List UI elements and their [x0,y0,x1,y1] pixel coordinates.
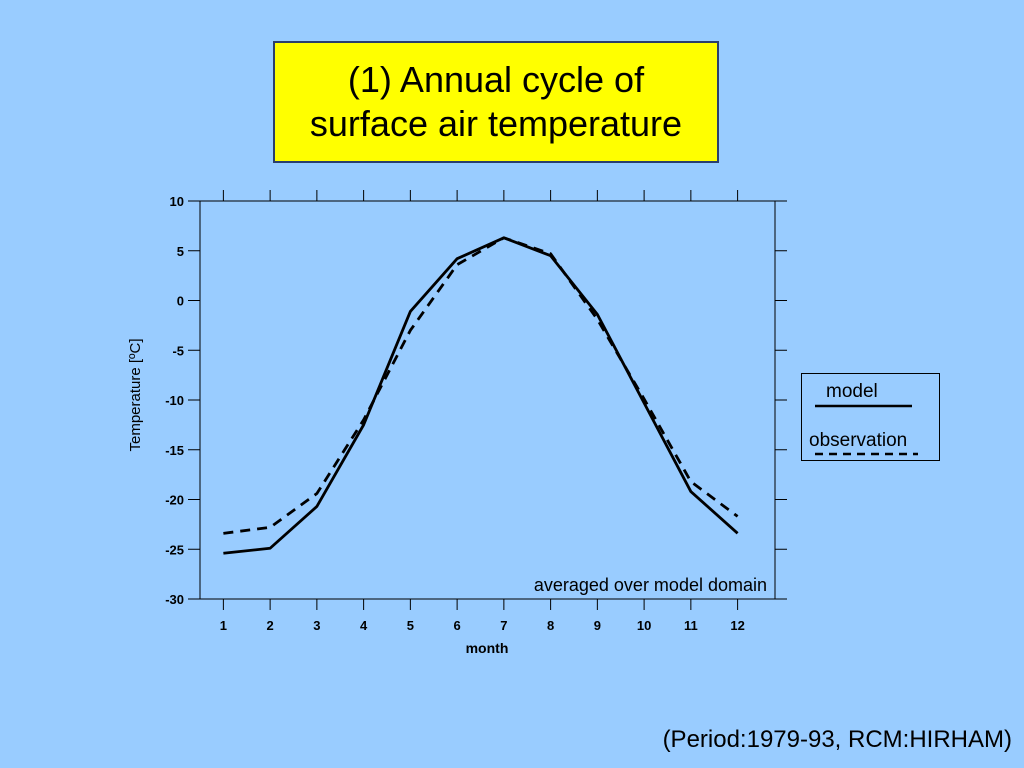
y-tick-label-2: 0 [177,294,184,309]
title-line-1: (1) Annual cycle of [347,59,645,100]
footer-caption: (Period:1979-93, RCM:HIRHAM) [662,726,1012,753]
chart-series [223,236,739,555]
chart-annotation: averaged over model domain [534,575,767,595]
y-tick-label-3: -5 [172,343,184,358]
y-tick-label-5: -15 [165,443,184,458]
y-tick-label-8: -30 [165,592,184,607]
x-axis-label: month [466,640,509,656]
legend-observation-label: observation [809,430,908,451]
x-tick-label-9: 10 [637,618,651,633]
title-line-2: surface air temperature [309,103,683,144]
legend-model-label: model [826,381,878,402]
y-axis-label: Temperature [ºC] [127,338,144,451]
y-tick-label-4: -10 [165,393,184,408]
x-tick-label-2: 3 [313,618,320,633]
x-tick-label-1: 2 [267,618,274,633]
x-tick-label-3: 4 [360,618,368,633]
x-tick-label-6: 7 [500,618,507,633]
y-tick-label-0: 10 [170,194,184,209]
legend-swatches [815,404,918,456]
x-tick-label-8: 9 [594,618,601,633]
x-tick-label-5: 6 [453,618,460,633]
y-tick-label-7: -25 [165,542,184,557]
y-tick-label-6: -20 [165,493,184,508]
title-box: (1) Annual cycle of surface air temperat… [273,41,719,163]
x-tick-label-0: 1 [220,618,227,633]
x-tick-label-10: 11 [684,618,698,633]
series-line-observation [223,236,739,535]
plot-frame [199,200,776,600]
x-tick-label-11: 12 [730,618,744,633]
x-tick-label-7: 8 [547,618,554,633]
series-line-model [223,236,739,555]
x-tick-label-4: 5 [407,618,414,633]
legend: model observation [801,373,940,461]
y-tick-label-1: 5 [177,244,184,259]
chart-axes [199,200,776,600]
